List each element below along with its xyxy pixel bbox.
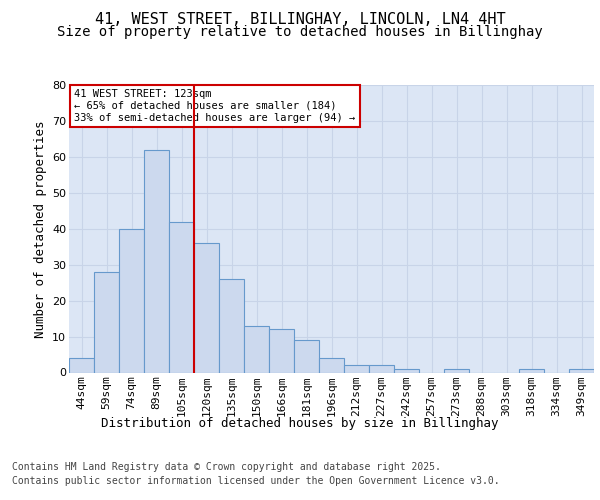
Bar [444, 369, 469, 372]
Bar [269, 330, 294, 372]
Bar [169, 222, 194, 372]
Bar [319, 358, 344, 372]
Bar [369, 366, 394, 372]
Bar [294, 340, 319, 372]
Bar [94, 272, 119, 372]
Text: Distribution of detached houses by size in Billinghay: Distribution of detached houses by size … [101, 418, 499, 430]
Bar [394, 369, 419, 372]
Text: 41 WEST STREET: 123sqm
← 65% of detached houses are smaller (184)
33% of semi-de: 41 WEST STREET: 123sqm ← 65% of detached… [74, 90, 355, 122]
Bar [569, 369, 594, 372]
Bar [194, 243, 219, 372]
Bar [69, 358, 94, 372]
Text: Contains public sector information licensed under the Open Government Licence v3: Contains public sector information licen… [12, 476, 500, 486]
Text: Size of property relative to detached houses in Billinghay: Size of property relative to detached ho… [57, 25, 543, 39]
Text: 41, WEST STREET, BILLINGHAY, LINCOLN, LN4 4HT: 41, WEST STREET, BILLINGHAY, LINCOLN, LN… [95, 12, 505, 28]
Y-axis label: Number of detached properties: Number of detached properties [34, 120, 47, 338]
Bar [144, 150, 169, 372]
Bar [244, 326, 269, 372]
Bar [519, 369, 544, 372]
Bar [119, 229, 144, 372]
Bar [219, 279, 244, 372]
Text: Contains HM Land Registry data © Crown copyright and database right 2025.: Contains HM Land Registry data © Crown c… [12, 462, 441, 472]
Bar [344, 366, 369, 372]
